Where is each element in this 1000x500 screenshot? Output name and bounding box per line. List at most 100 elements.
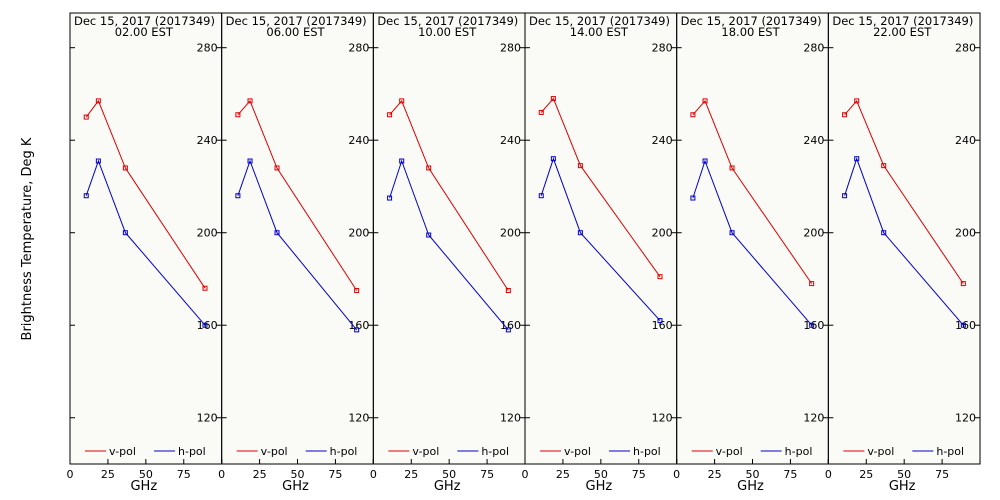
data-point-h-pol bbox=[960, 322, 966, 328]
panel-date: Dec 15, 2017 (2017349) bbox=[377, 14, 518, 28]
x-axis-label: GHz bbox=[586, 479, 613, 494]
y-tick-label: 120 bbox=[500, 412, 521, 425]
panel-date: Dec 15, 2017 (2017349) bbox=[226, 14, 367, 28]
y-tick-label: 120 bbox=[348, 412, 369, 425]
data-point-v-pol bbox=[354, 288, 360, 294]
x-tick-label: 25 bbox=[404, 468, 418, 481]
data-point-h-pol bbox=[122, 230, 128, 236]
panel-date: Dec 15, 2017 (2017349) bbox=[681, 14, 822, 28]
data-point-h-pol bbox=[854, 156, 860, 162]
legend-label-v-pol: v-pol bbox=[109, 445, 136, 458]
panel-2: Dec 15, 2017 (2017349)06.00 EST 120 160 200… bbox=[218, 12, 374, 494]
data-point-v-pol bbox=[202, 285, 208, 291]
panel-1: Dec 15, 2017 (2017349)02.00 EST120160200… bbox=[67, 12, 223, 494]
y-tick-label: 120 bbox=[197, 412, 218, 425]
data-point-v-pol bbox=[426, 165, 432, 171]
y-tick-label: 280 bbox=[803, 42, 824, 55]
legend-label-h-pol: h-pol bbox=[785, 445, 813, 458]
y-tick-label: 120 bbox=[803, 412, 824, 425]
x-tick-label: 75 bbox=[480, 468, 494, 481]
data-point-v-pol bbox=[235, 112, 241, 118]
x-tick-label: 25 bbox=[708, 468, 722, 481]
y-tick-label: 200 bbox=[955, 227, 976, 240]
panel-date: Dec 15, 2017 (2017349) bbox=[832, 14, 973, 28]
y-tick-label: 120 bbox=[955, 412, 976, 425]
y-tick-label: 280 bbox=[197, 42, 218, 55]
x-tick-label: 50 bbox=[897, 468, 911, 481]
data-point-h-pol bbox=[387, 195, 393, 201]
x-tick-label: 50 bbox=[746, 468, 760, 481]
series-line-h-pol bbox=[237, 159, 358, 331]
legend-label-h-pol: h-pol bbox=[481, 445, 509, 458]
data-point-v-pol bbox=[960, 281, 966, 287]
data-point-h-pol bbox=[809, 322, 815, 328]
x-tick-label: 0 bbox=[825, 468, 832, 481]
legend-label-h-pol: h-pol bbox=[330, 445, 358, 458]
data-point-h-pol bbox=[842, 193, 848, 199]
y-tick-label: 240 bbox=[652, 134, 673, 147]
legend-label-h-pol: h-pol bbox=[178, 445, 206, 458]
series-line-v-pol bbox=[389, 99, 509, 291]
panel-4: Dec 15, 2017 (2017349)14.00 EST 120 160 200… bbox=[522, 12, 678, 494]
y-tick-label: 240 bbox=[803, 134, 824, 147]
legend-label-h-pol: h-pol bbox=[633, 445, 661, 458]
legend-label-v-pol: v-pol bbox=[261, 445, 288, 458]
data-point-h-pol bbox=[202, 322, 208, 328]
data-point-h-pol bbox=[538, 193, 544, 199]
data-point-h-pol bbox=[95, 158, 101, 164]
legend-label-v-pol: v-pol bbox=[867, 445, 894, 458]
x-tick-label: 0 bbox=[370, 468, 377, 481]
x-tick-label: 75 bbox=[177, 468, 191, 481]
panel-5: Dec 15, 2017 (2017349)18.00 EST120160200… bbox=[673, 12, 829, 494]
data-point-h-pol bbox=[505, 327, 511, 333]
x-tick-label: 50 bbox=[291, 468, 305, 481]
x-tick-label: 0 bbox=[673, 468, 680, 481]
panel-time: 22.00 EST bbox=[873, 25, 932, 39]
y-tick-label: 200 bbox=[197, 227, 218, 240]
y-tick-label: 240 bbox=[348, 134, 369, 147]
y-tick-label: 160 bbox=[500, 319, 521, 332]
x-tick-label: 75 bbox=[783, 468, 797, 481]
x-tick-label: 25 bbox=[859, 468, 873, 481]
series-line-v-pol bbox=[844, 99, 964, 284]
panel-time: 06.00 EST bbox=[266, 25, 325, 39]
panel-6: Dec 15, 2017 (2017349)22.00 EST120160200… bbox=[825, 12, 981, 494]
data-point-v-pol bbox=[247, 98, 253, 104]
y-tick-label: 200 bbox=[348, 227, 369, 240]
y-tick-label: 240 bbox=[955, 134, 976, 147]
x-axis-label: GHz bbox=[889, 479, 916, 494]
y-tick-label: 280 bbox=[500, 42, 521, 55]
x-tick-label: 0 bbox=[522, 468, 529, 481]
series-line-h-pol bbox=[844, 157, 964, 326]
series-line-v-pol bbox=[85, 99, 206, 289]
data-point-v-pol bbox=[550, 96, 556, 102]
x-axis-label: GHz bbox=[434, 479, 461, 494]
data-point-v-pol bbox=[83, 114, 89, 120]
data-point-v-pol bbox=[122, 165, 128, 171]
data-point-h-pol bbox=[690, 195, 696, 201]
series-line-v-pol bbox=[540, 97, 661, 277]
y-tick-label: 120 bbox=[652, 412, 673, 425]
data-point-v-pol bbox=[690, 112, 696, 118]
panel-time: 02.00 EST bbox=[115, 25, 174, 39]
y-tick-label: 200 bbox=[500, 227, 521, 240]
series-line-v-pol bbox=[692, 99, 813, 284]
x-tick-label: 25 bbox=[101, 468, 115, 481]
data-point-v-pol bbox=[657, 274, 663, 280]
x-tick-label: 25 bbox=[253, 468, 267, 481]
panel-time: 10.00 EST bbox=[418, 25, 477, 39]
data-point-h-pol bbox=[657, 318, 663, 324]
data-point-v-pol bbox=[702, 98, 708, 104]
x-tick-label: 75 bbox=[328, 468, 342, 481]
data-point-h-pol bbox=[702, 158, 708, 164]
data-point-h-pol bbox=[881, 230, 887, 236]
y-axis-label: Brightness Temperature, Deg K bbox=[20, 137, 35, 340]
x-tick-label: 25 bbox=[556, 468, 570, 481]
x-tick-label: 75 bbox=[935, 468, 949, 481]
panel-3: Dec 15, 2017 (2017349)10.00 EST 120 160 200… bbox=[370, 12, 526, 494]
panel-date: Dec 15, 2017 (2017349) bbox=[74, 14, 215, 28]
y-tick-label: 240 bbox=[197, 134, 218, 147]
panel-date: Dec 15, 2017 (2017349) bbox=[529, 14, 670, 28]
y-tick-label: 280 bbox=[652, 42, 673, 55]
